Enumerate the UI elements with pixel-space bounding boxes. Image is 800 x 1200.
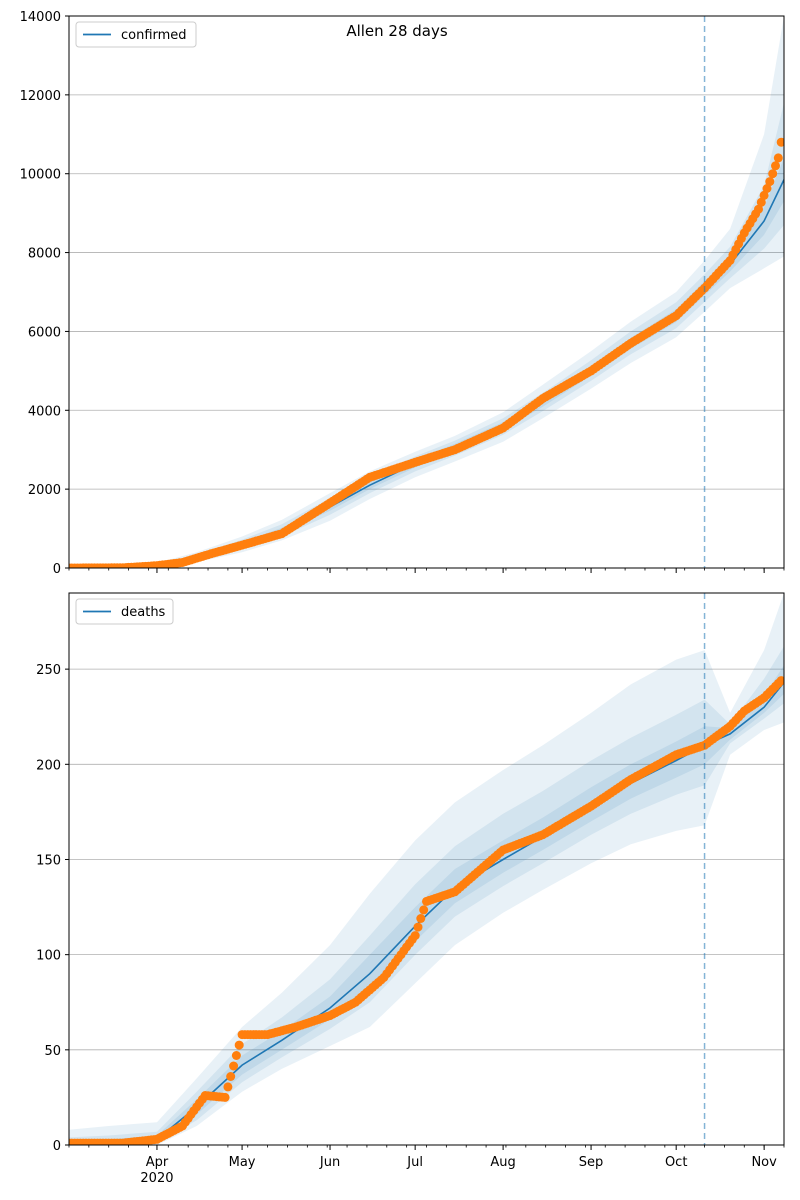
legend-box [75,21,197,48]
observed-point [773,153,783,163]
x-tick-label: Apr [146,1155,169,1170]
y-tick-label: 8000 [28,247,61,262]
observed-point [220,1092,230,1102]
uncertainty-band-outer [69,16,784,568]
x-tick-label: Aug [490,1155,515,1170]
observed-point [756,197,766,207]
y-tick-label: 0 [53,1139,61,1154]
legend-label: deaths [121,605,166,620]
observed-point [762,184,772,193]
x-tick-label: Jun [319,1155,340,1170]
legend: deaths [75,598,174,625]
observed-point [410,931,420,941]
y-tick-label: 2000 [28,483,61,498]
x-tick-label: Sep [579,1155,604,1170]
x-tick-label: 2020 [140,1171,173,1186]
observed-point [776,137,784,147]
y-tick-label: 100 [36,949,61,964]
uncertainty-band-inner [69,157,784,568]
y-tick-label: 200 [36,758,61,773]
y-tick-label: 12000 [20,89,61,104]
observed-point [759,190,769,200]
observed-point [229,1061,239,1071]
observed-point [765,177,775,187]
y-tick-label: 250 [36,663,61,678]
x-tick-label: Oct [665,1155,687,1170]
y-tick-label: 150 [36,853,61,868]
observed-point [771,161,780,171]
x-tick-label: Jul [406,1155,423,1170]
observed-point [413,922,423,932]
confirmed-chart-panel: 0 2000 4000 6000 8000 10000 12000 14000 confirme… [20,10,785,577]
observed-point [776,676,784,686]
y-tick-label: 10000 [20,168,61,183]
observed-point [234,1040,244,1050]
y-tick-label: 6000 [28,325,61,340]
observed-point [419,905,429,915]
y-tick-label: 50 [44,1044,61,1059]
observed-point [416,914,426,923]
observed-point [768,169,778,179]
observed-point [226,1072,236,1081]
y-tick-label: 0 [53,562,61,577]
uncertainty-band-outer [69,593,784,1145]
x-tick-label: May [229,1155,256,1170]
legend-label: confirmed [121,28,187,43]
y-tick-label: 4000 [28,404,61,419]
x-tick-label: Nov [751,1155,777,1170]
legend: confirmed [75,21,197,48]
uncertainty-band-middle [69,646,784,1145]
observed-point [223,1082,233,1092]
observed-point [231,1051,241,1060]
legend-box [75,598,174,625]
model-series-line [69,179,784,568]
y-tick-label: 14000 [20,10,61,25]
observed-point [754,204,763,214]
figure-title: Allen 28 days [346,22,448,40]
